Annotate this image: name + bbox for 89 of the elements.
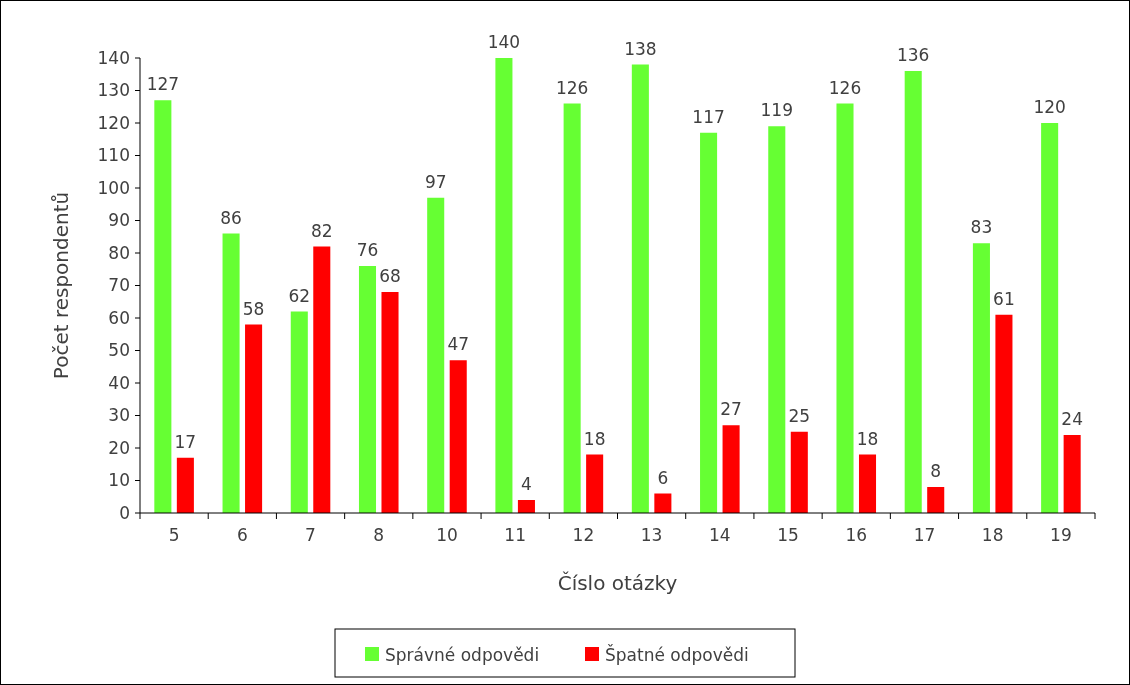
data-label: 8 — [930, 461, 942, 481]
data-label: 136 — [896, 45, 930, 65]
y-tick-label: 30 — [108, 405, 130, 426]
x-tick-label: 19 — [1050, 525, 1072, 545]
bar — [904, 71, 922, 513]
bar — [586, 454, 604, 513]
data-label: 25 — [788, 405, 811, 426]
legend-label: Správné odpovědi — [385, 644, 540, 665]
x-tick-label: 5 — [168, 525, 180, 545]
bar — [381, 292, 399, 513]
bar — [245, 324, 263, 513]
bar — [927, 487, 945, 513]
bar — [790, 431, 808, 513]
legend-label: Špatné odpovědi — [605, 643, 749, 665]
data-label: 83 — [970, 217, 993, 238]
data-label: 126 — [828, 77, 862, 98]
data-label: 117 — [692, 106, 725, 127]
bar — [154, 100, 172, 513]
bar — [700, 132, 718, 513]
bar — [858, 454, 877, 513]
bar — [222, 233, 240, 513]
bar — [631, 64, 649, 513]
x-axis-title: Číslo otázky — [557, 571, 678, 595]
bar — [972, 243, 990, 513]
y-tick-label: 50 — [108, 340, 130, 361]
x-tick-label: 14 — [709, 525, 731, 545]
data-label: 6 — [657, 467, 669, 488]
bar — [1063, 435, 1081, 513]
data-label: 58 — [242, 298, 265, 319]
data-label: 47 — [447, 334, 470, 355]
bar — [358, 266, 377, 513]
y-tick-label: 90 — [108, 210, 130, 231]
data-label: 61 — [993, 288, 1015, 309]
x-tick-label: 12 — [572, 525, 595, 545]
data-label: 97 — [424, 171, 447, 192]
y-tick-label: 100 — [97, 177, 130, 198]
bar — [176, 457, 194, 513]
data-label: 4 — [521, 474, 532, 494]
data-label: 86 — [220, 207, 242, 228]
y-tick-label: 40 — [108, 372, 130, 393]
bar — [1041, 123, 1059, 513]
data-label: 76 — [356, 240, 379, 260]
bar — [836, 103, 854, 513]
y-tick-label: 130 — [97, 80, 130, 101]
bar — [563, 103, 581, 513]
y-tick-label: 60 — [108, 307, 130, 328]
bar — [722, 425, 740, 513]
y-tick-label: 80 — [108, 242, 130, 263]
y-tick-label: 120 — [97, 112, 130, 133]
bar — [313, 246, 331, 513]
x-tick-label: 10 — [436, 525, 458, 545]
data-label: 120 — [1033, 97, 1066, 117]
data-label: 18 — [583, 428, 606, 449]
bar — [995, 314, 1013, 513]
y-tick-label: 110 — [97, 145, 130, 166]
x-tick-label: 15 — [777, 525, 799, 545]
bar — [517, 500, 535, 513]
bar — [495, 58, 513, 513]
data-label: 126 — [555, 77, 589, 98]
x-tick-label: 8 — [373, 525, 385, 545]
y-axis-title: Počet respondentů — [49, 191, 73, 380]
x-tick-label: 11 — [504, 525, 526, 545]
data-label: 68 — [379, 266, 401, 286]
data-label: 119 — [760, 100, 794, 121]
data-label: 138 — [624, 38, 657, 59]
bar — [654, 493, 672, 513]
data-label: 82 — [310, 220, 333, 241]
x-tick-label: 17 — [913, 525, 936, 545]
bar — [290, 311, 308, 513]
bar — [449, 360, 467, 513]
data-label: 127 — [146, 74, 180, 95]
y-tick-label: 20 — [108, 437, 130, 458]
y-tick-label: 140 — [97, 47, 130, 68]
x-tick-label: 6 — [236, 525, 248, 545]
data-label: 27 — [720, 399, 742, 420]
bar — [768, 126, 786, 513]
data-label: 24 — [1061, 409, 1083, 429]
bar — [427, 197, 445, 513]
x-tick-label: 7 — [305, 525, 316, 545]
data-label: 140 — [487, 32, 521, 52]
x-tick-label: 13 — [640, 525, 663, 545]
y-tick-label: 10 — [108, 470, 130, 491]
data-label: 17 — [174, 431, 197, 452]
x-tick-label: 18 — [981, 525, 1004, 545]
data-label: 18 — [856, 428, 879, 449]
y-tick-label: 0 — [119, 502, 130, 523]
y-tick-label: 70 — [108, 275, 130, 296]
x-tick-label: 16 — [845, 525, 868, 545]
data-label: 62 — [288, 285, 311, 306]
